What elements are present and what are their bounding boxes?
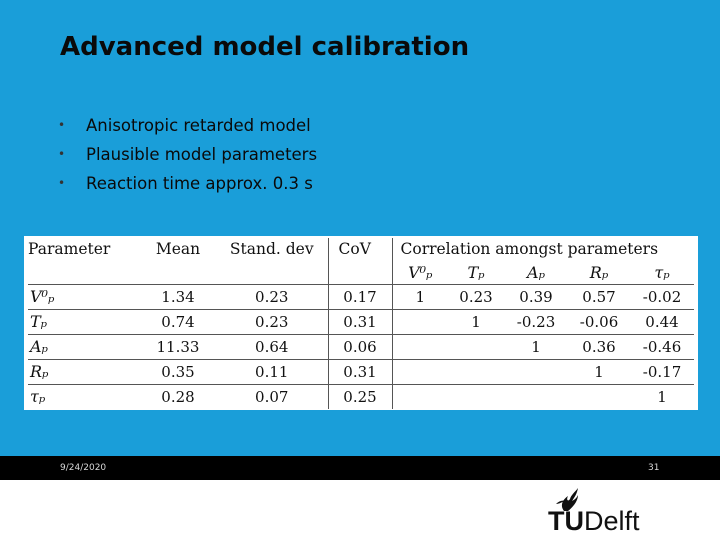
logo-wordmark: TUDelft xyxy=(548,506,640,536)
row-corr: 0.57 xyxy=(582,288,616,306)
row-cov: 0.17 xyxy=(327,284,392,310)
bullet-text: Plausible model parameters xyxy=(86,145,318,164)
row-corr: 1 xyxy=(531,338,541,356)
header-parameter: Parameter xyxy=(28,240,111,258)
row-corr: 0.39 xyxy=(519,288,553,306)
bullet-text: Anisotropic retarded model xyxy=(86,116,311,135)
subheader-v0p: V⁰ₚ xyxy=(391,260,448,285)
row-param: Aₚ xyxy=(30,337,48,356)
row-param: τₚ xyxy=(30,387,46,406)
row-cov: 0.31 xyxy=(327,359,392,385)
calibration-table-card: Parameter Mean Stand. dev CoV Correlatio… xyxy=(24,236,698,410)
table-row: Rₚ 0.35 0.11 0.31 1 -0.17 xyxy=(28,359,694,385)
row-param: Rₚ xyxy=(30,362,49,381)
row-corr: -0.23 xyxy=(516,313,556,331)
row-sd: 0.11 xyxy=(255,363,289,381)
bullet-list: • Anisotropic retarded model • Plausible m… xyxy=(58,112,317,199)
bullet-icon: • xyxy=(58,147,66,161)
bullet-item: • Anisotropic retarded model xyxy=(58,112,317,141)
row-param: V⁰ₚ xyxy=(30,287,55,306)
row-corr: -0.46 xyxy=(642,338,682,356)
row-mean: 0.35 xyxy=(161,363,195,381)
row-mean: 0.74 xyxy=(161,313,195,331)
row-corr: 0.36 xyxy=(582,338,616,356)
row-corr: 1 xyxy=(471,313,481,331)
row-corr xyxy=(391,384,448,409)
row-sd: 0.64 xyxy=(255,338,289,356)
row-cov: 0.31 xyxy=(327,309,392,335)
row-mean: 0.28 xyxy=(161,388,195,406)
flame-icon xyxy=(556,488,578,511)
row-corr xyxy=(504,360,568,385)
row-corr: 0.44 xyxy=(645,313,679,331)
bullet-icon: • xyxy=(58,118,66,132)
table-subheader-row: V⁰ₚ Tₚ Aₚ Rₚ τₚ xyxy=(28,260,694,285)
row-corr xyxy=(391,359,448,385)
row-sd: 0.23 xyxy=(255,313,289,331)
row-corr xyxy=(391,309,448,335)
row-sd: 0.07 xyxy=(255,388,289,406)
footer-date: 9/24/2020 xyxy=(60,463,107,473)
bullet-item: • Plausible model parameters xyxy=(58,141,317,170)
row-corr: 0.23 xyxy=(459,288,493,306)
row-corr xyxy=(504,385,568,410)
footer-bar: 9/24/2020 31 xyxy=(0,456,720,480)
row-corr: -0.02 xyxy=(642,288,682,306)
header-cov: CoV xyxy=(327,238,392,260)
subheader-rp: Rₚ xyxy=(589,262,609,282)
header-stand-dev: Stand. dev xyxy=(229,240,314,258)
row-corr xyxy=(448,360,504,385)
row-corr: -0.06 xyxy=(579,313,619,331)
row-corr xyxy=(391,334,448,360)
row-param: Tₚ xyxy=(30,312,48,331)
row-corr xyxy=(568,385,630,410)
table-row: Tₚ 0.74 0.23 0.31 1 -0.23 -0.06 0.44 xyxy=(28,309,694,335)
slide-title: Advanced model calibration xyxy=(60,32,470,62)
row-mean: 11.33 xyxy=(156,338,200,356)
slide-panel: Advanced model calibration • Anisotropic … xyxy=(0,0,720,456)
table-row: Aₚ 11.33 0.64 0.06 1 0.36 -0.46 xyxy=(28,334,694,360)
row-cov: 0.25 xyxy=(327,384,392,409)
subheader-taup: τₚ xyxy=(654,262,670,282)
header-mean: Mean xyxy=(155,240,201,258)
row-sd: 0.23 xyxy=(255,288,289,306)
bullet-text: Reaction time approx. 0.3 s xyxy=(86,174,313,193)
bullet-icon: • xyxy=(58,176,66,190)
row-corr xyxy=(448,385,504,410)
row-cov: 0.06 xyxy=(327,334,392,360)
table-row: τₚ 0.28 0.07 0.25 1 xyxy=(28,384,694,410)
row-corr: -0.17 xyxy=(642,363,682,381)
header-correlation: Correlation amongst parameters xyxy=(391,238,694,260)
row-mean: 1.34 xyxy=(161,288,195,306)
table-header-row: Parameter Mean Stand. dev CoV Correlatio… xyxy=(28,238,694,260)
bullet-item: • Reaction time approx. 0.3 s xyxy=(58,170,317,199)
subheader-ap: Aₚ xyxy=(527,262,545,282)
table-row: V⁰ₚ 1.34 0.23 0.17 1 0.23 0.39 0.57 -0.0… xyxy=(28,284,694,310)
row-corr: 1 xyxy=(594,363,604,381)
footer-page-number: 31 xyxy=(648,463,660,473)
subheader-tp: Tₚ xyxy=(467,262,485,282)
row-corr: 1 xyxy=(657,388,667,406)
row-corr: 1 xyxy=(391,284,448,310)
tu-delft-logo: TUDelft xyxy=(548,486,668,536)
calibration-table: Parameter Mean Stand. dev CoV Correlatio… xyxy=(28,238,694,409)
row-corr xyxy=(448,335,504,360)
